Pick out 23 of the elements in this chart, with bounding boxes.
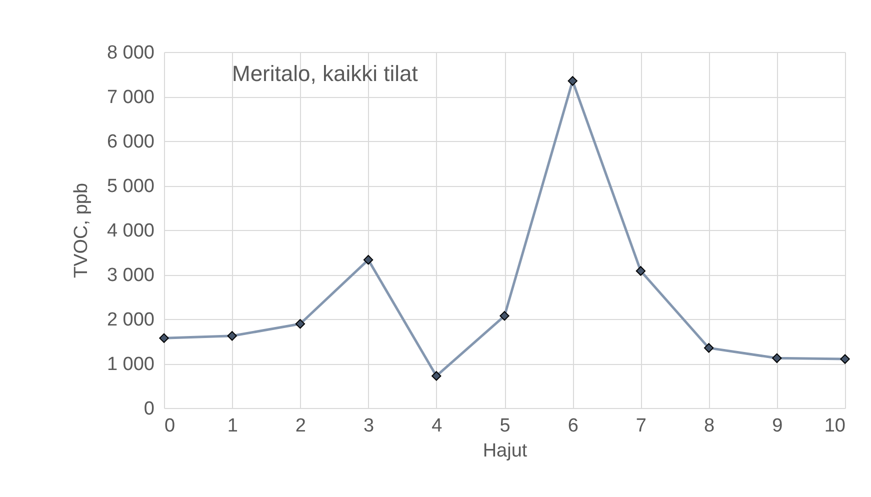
x-tick-label: 3 <box>364 416 374 436</box>
y-tick-label: 0 <box>144 398 154 420</box>
x-tick-label: 10 <box>824 416 846 436</box>
x-tick-label: 5 <box>500 416 510 436</box>
x-tick-label: 6 <box>568 416 578 436</box>
x-tick-label: 9 <box>772 416 783 436</box>
y-tick-label: 3 000 <box>106 265 154 286</box>
y-tick-label: 2 000 <box>106 310 154 330</box>
x-tick-label: 4 <box>432 416 443 436</box>
annotation: Meritalo, kaikki tilat <box>232 61 418 86</box>
y-axis-title: TVOC, ppb <box>70 182 92 278</box>
y-tick-label: 4 000 <box>106 220 154 242</box>
x-tick-label: 1 <box>227 416 238 436</box>
x-tick-label: 7 <box>636 416 646 436</box>
x-tick-label: 8 <box>704 416 715 436</box>
y-tick-label: 1 000 <box>106 354 154 375</box>
y-tick-label: 7 000 <box>106 87 154 108</box>
y-tick-label: 6 000 <box>106 132 154 152</box>
y-tick-label: 5 000 <box>106 176 154 197</box>
y-tick-label: 8 000 <box>106 42 154 64</box>
x-axis-title: Hajut <box>482 440 528 462</box>
x-tick-label: 0 <box>164 416 176 436</box>
x-tick-label: 2 <box>295 416 306 436</box>
